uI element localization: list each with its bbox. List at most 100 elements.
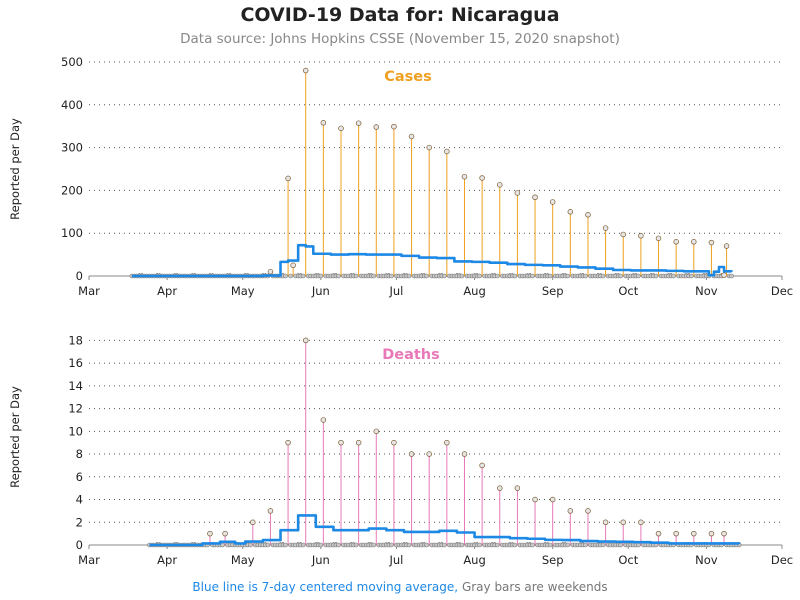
footnote-weekends: Gray bars are weekends: [461, 580, 608, 594]
y-axis-label: Reported per Day: [8, 386, 22, 488]
needle-head: [514, 485, 521, 491]
needle-head: [426, 451, 432, 457]
zero-marker: [671, 273, 676, 279]
y-tick-label: 500: [61, 55, 83, 69]
zero-marker: [283, 273, 288, 279]
zero-marker: [406, 542, 412, 548]
x-tick-label: Dec: [771, 284, 793, 298]
needle-head: [461, 451, 468, 457]
needle-head: [426, 144, 432, 151]
needle-head: [638, 519, 644, 526]
needle-head: [338, 125, 344, 132]
zero-marker: [336, 542, 341, 548]
needle-head: [250, 519, 256, 526]
needle-head: [673, 239, 679, 245]
zero-marker: [477, 273, 482, 279]
needle-head: [285, 439, 291, 446]
moving-average-line: [149, 514, 741, 547]
zero-marker: [318, 273, 324, 279]
needle-head: [602, 225, 609, 231]
x-tick-label: Sep: [542, 284, 564, 298]
y-tick-label: 0: [76, 269, 83, 283]
zero-marker: [600, 273, 606, 279]
needle-head: [408, 451, 415, 457]
needle-head: [444, 148, 450, 155]
x-tick-label: Mar: [78, 553, 100, 567]
page-title: COVID-19 Data for: Nicaragua: [240, 4, 560, 26]
needle-head: [285, 175, 291, 182]
zero-marker: [729, 273, 734, 279]
zero-marker: [442, 542, 447, 548]
x-tick-label: Mar: [78, 284, 100, 298]
page-subtitle: Data source: Johns Hopkins CSSE (Novembe…: [180, 31, 620, 47]
zero-marker: [318, 542, 324, 548]
y-tick-label: 0: [76, 538, 83, 552]
zero-marker: [583, 273, 588, 279]
y-tick-label: 10: [68, 424, 83, 438]
zero-marker: [636, 542, 641, 548]
zero-marker: [653, 273, 659, 279]
zero-marker: [547, 273, 553, 279]
y-tick-label: 6: [76, 470, 83, 484]
needle-head: [514, 190, 521, 196]
x-tick-label: Nov: [695, 284, 718, 298]
x-tick-label: Nov: [695, 553, 718, 567]
needle-head: [267, 508, 274, 514]
needle-head: [391, 439, 397, 446]
zero-marker: [247, 542, 253, 548]
needle-head: [567, 508, 574, 514]
x-tick-label: Apr: [157, 284, 177, 298]
needle-head: [497, 485, 503, 491]
y-tick-label: 200: [61, 183, 83, 197]
needle-head: [290, 262, 296, 269]
needle-head: [497, 182, 503, 188]
needle-head: [585, 212, 591, 218]
needle-head: [655, 235, 662, 242]
needle-head: [691, 530, 697, 537]
cases-chart: 0 100 200 300 400 500 Mar Apr May Jun Jul Aug Sep Oct…: [8, 55, 793, 298]
zero-marker: [459, 542, 465, 548]
zero-marker: [636, 273, 641, 279]
zero-marker: [406, 273, 412, 279]
needle-head: [408, 133, 415, 140]
x-tick-label: Jun: [311, 553, 330, 567]
x-tick-label: Jul: [388, 553, 403, 567]
zero-marker: [283, 542, 288, 548]
needle-head: [721, 272, 727, 278]
needle-head: [338, 439, 344, 446]
needle-head: [602, 519, 609, 526]
zero-marker: [300, 273, 306, 279]
zero-marker: [389, 273, 394, 279]
needle-head: [585, 508, 591, 514]
y-tick-label: 16: [68, 356, 83, 370]
needle-head: [391, 123, 397, 130]
needle-head: [302, 337, 309, 344]
zero-marker: [300, 542, 306, 548]
x-tick-label: Aug: [463, 284, 485, 298]
x-tick-label: May: [231, 553, 255, 567]
x-tick-label: Jul: [388, 284, 403, 298]
metric-label: Cases: [384, 69, 432, 85]
zero-marker: [371, 542, 377, 548]
needle-head: [620, 519, 626, 526]
needle-head: [320, 417, 327, 423]
y-axis-label: Reported per Day: [8, 118, 22, 220]
x-tick-label: Oct: [618, 284, 638, 298]
y-tick-label: 4: [76, 493, 83, 507]
zero-marker: [353, 273, 359, 279]
moving-average-line: [131, 243, 733, 278]
needle-head: [373, 124, 380, 130]
needle-head: [355, 120, 362, 126]
zero-marker: [477, 542, 482, 548]
zero-marker: [512, 273, 518, 279]
footnote-moving-average: Blue line is 7-day centered moving avera…: [192, 580, 459, 594]
needle-head: [549, 496, 556, 503]
needle-head: [549, 199, 556, 205]
zero-marker: [288, 273, 293, 279]
needle-head: [207, 530, 213, 537]
zero-marker: [459, 273, 465, 279]
x-tick-label: Apr: [157, 553, 177, 567]
needle-head: [723, 243, 730, 249]
zero-marker: [512, 542, 518, 548]
needle-head: [479, 175, 485, 181]
